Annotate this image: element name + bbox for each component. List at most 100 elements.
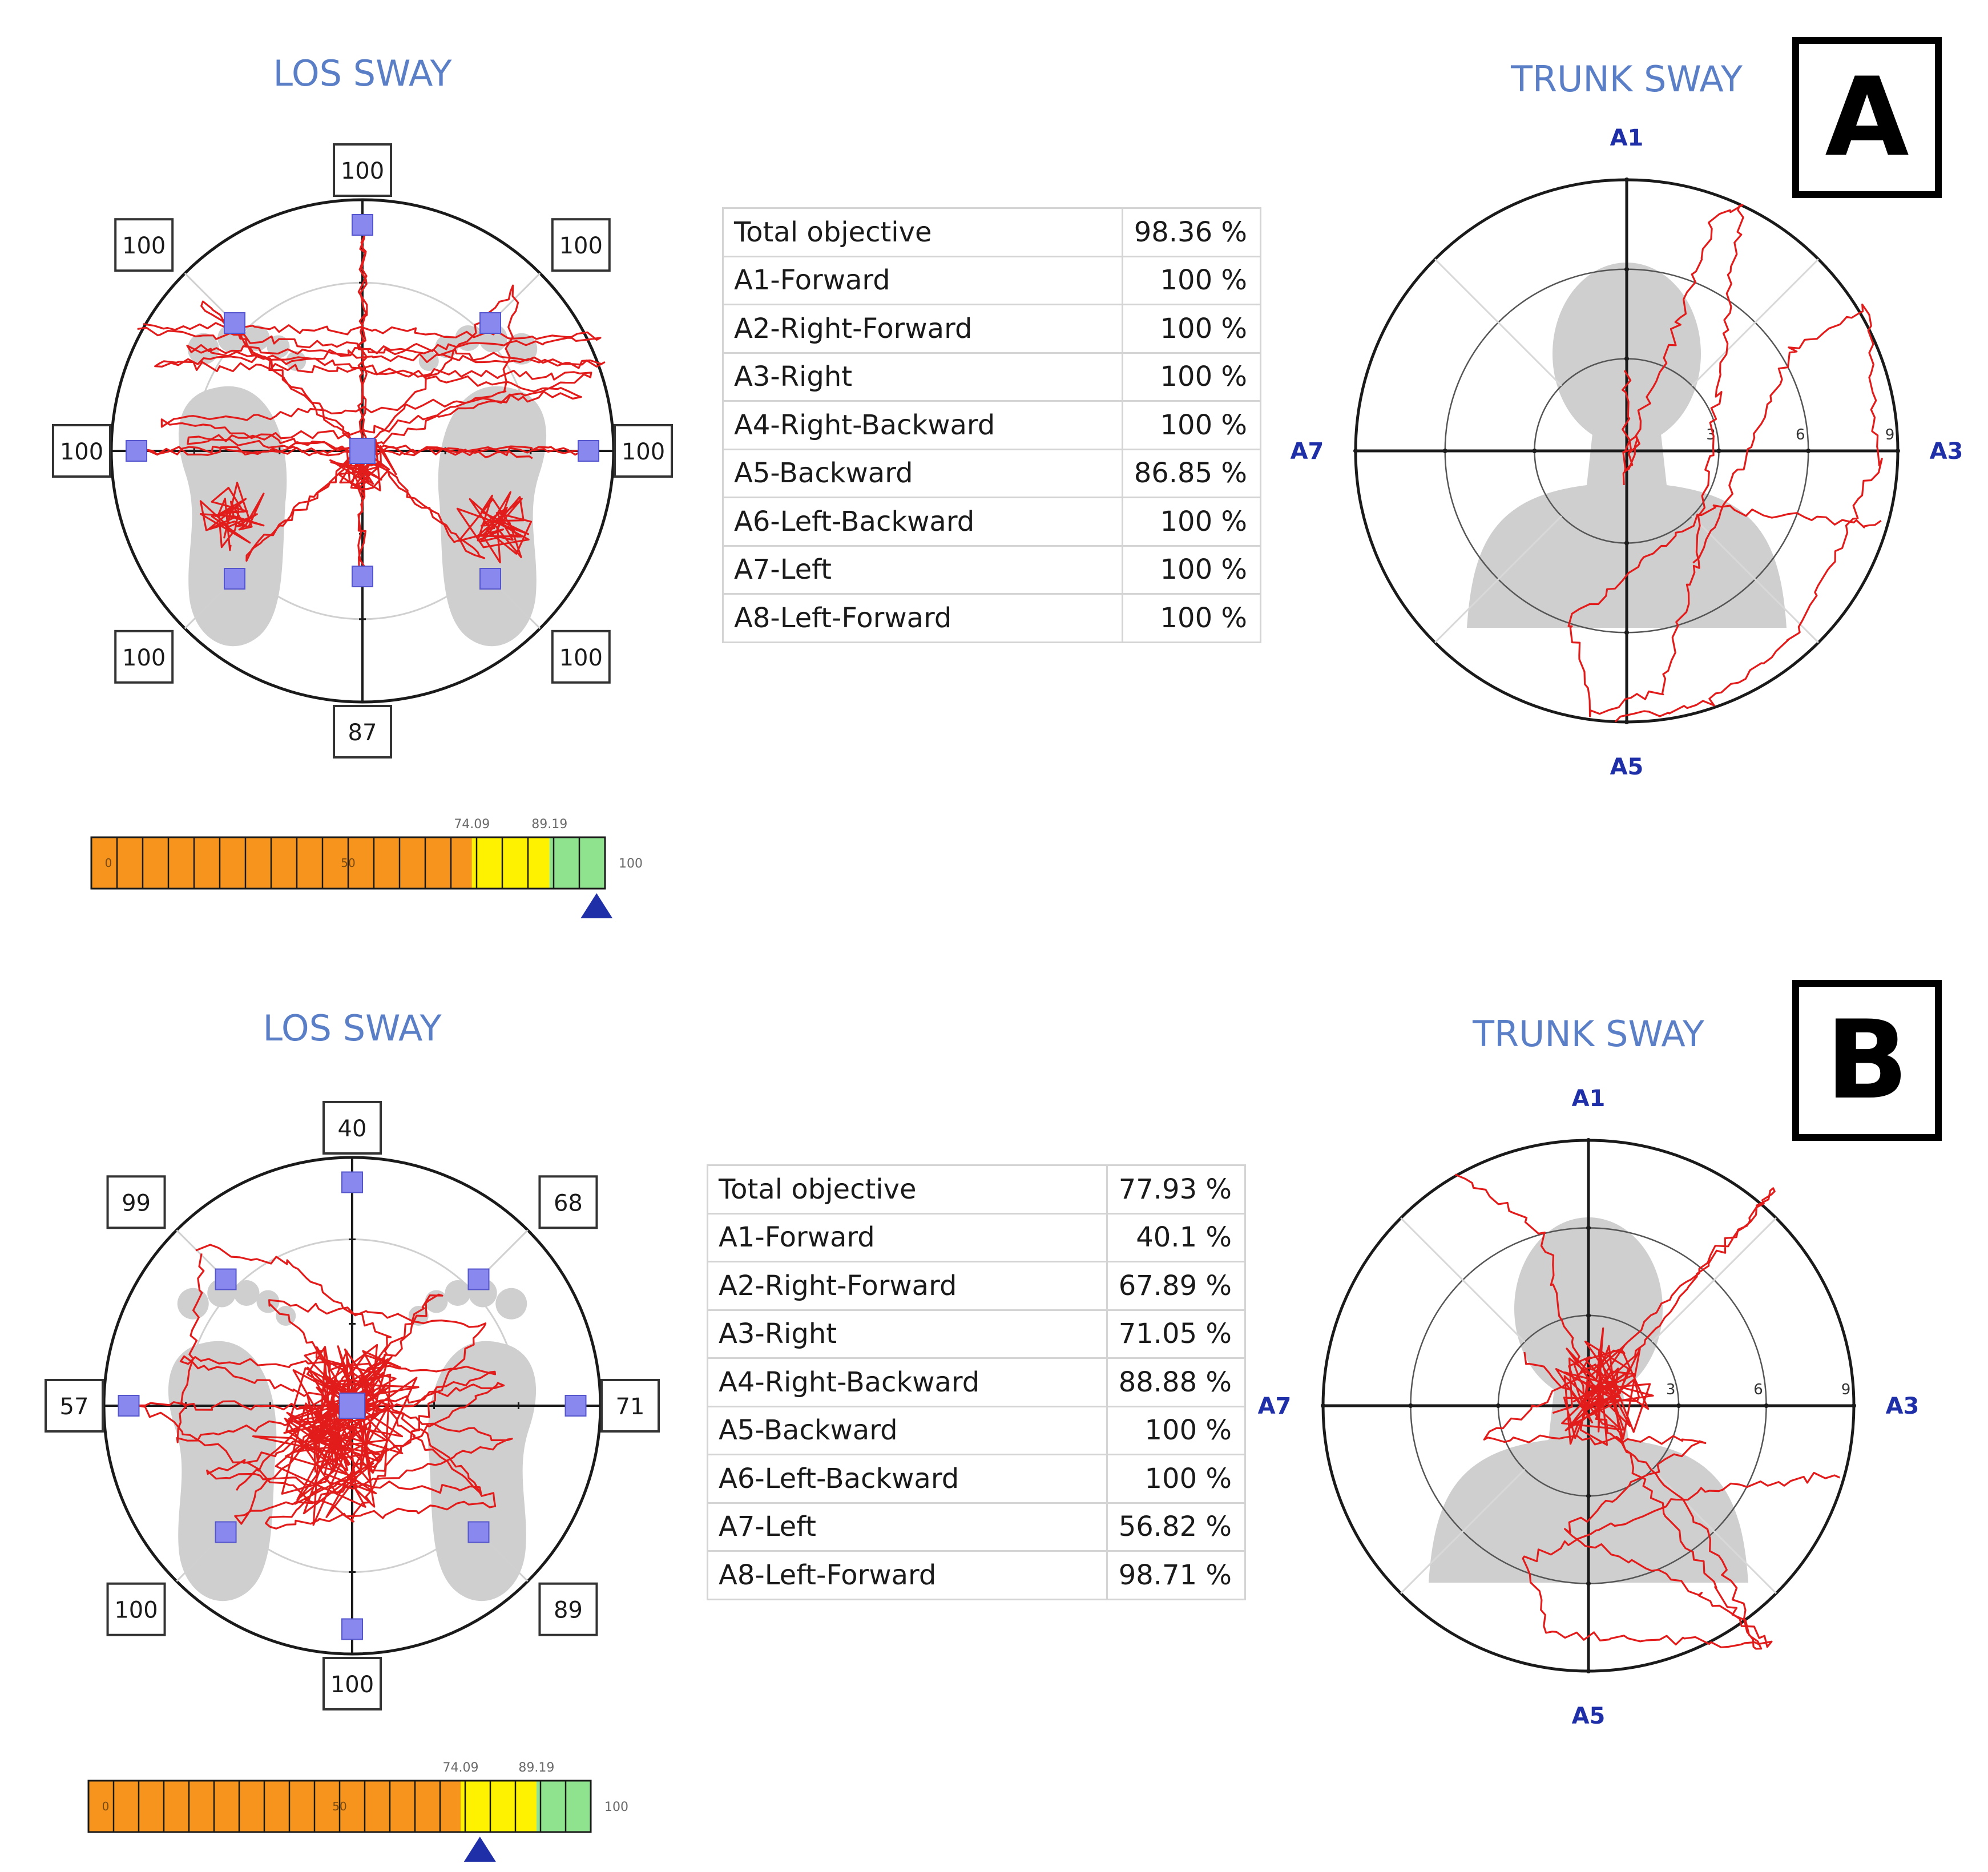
score-value: 98.71 % [1106,1550,1246,1600]
los-target-marker [223,568,245,590]
trunk-tick [1624,356,1629,361]
score-value: 77.93 % [1106,1164,1246,1215]
los-sway-title: LOS SWAY [273,53,452,94]
los-value-text: 100 [60,439,103,465]
los-value-text: 100 [330,1672,374,1698]
score-table-row: A5-Backward 100 % [707,1405,1246,1455]
sway-trace [199,482,265,551]
trunk-diagonal [1400,1468,1526,1594]
scale-threshold-label: 89.19 [518,1761,554,1775]
sway-trace [138,1244,513,1525]
trunk-label-a3: A3 [1930,438,1963,465]
trunk-tick [1442,449,1447,453]
los-value-box-a5: 100 [322,1657,382,1710]
score-table: Total objective 77.93 % A1-Forward 40.1 % A2… [707,1164,1246,1600]
los-target-marker [215,1268,237,1290]
los-sway-title: LOS SWAY [263,1007,442,1049]
sway-trace [176,1253,505,1530]
trunk-tick [1624,540,1629,546]
score-value: 100 % [1122,544,1261,595]
los-value-box-a6: 100 [114,630,174,684]
los-value-box-a6: 100 [106,1582,166,1636]
trunk-label-a1: A1 [1610,125,1644,151]
panel-label-a: A [1792,37,1942,198]
sway-trace [1454,1173,1841,1648]
los-target-marker [126,440,147,462]
los-value-frame [45,1379,104,1433]
score-table-row: A3-Right 100 % [722,352,1261,402]
trunk-label-a5: A5 [1572,1703,1606,1729]
trunk-label-a3: A3 [1886,1393,1920,1419]
los-target-markers [126,214,599,590]
score-value: 100 % [1122,304,1261,354]
los-target-marker [467,1268,490,1290]
trunk-tick [1353,449,1358,453]
los-value-box-a1: 40 [322,1101,382,1155]
score-table-row: A2-Right-Forward 100 % [722,304,1261,354]
los-target-marker [578,440,599,462]
trunk-tick [1852,1403,1856,1408]
los-value-frame [106,1175,166,1229]
score-value: 86.85 % [1122,448,1261,498]
trunk-tick [1586,1225,1591,1230]
score-value: 100 % [1122,352,1261,402]
los-target-marker [352,214,373,236]
los-value-box-a7: 57 [45,1379,104,1433]
los-value-text: 100 [122,645,166,671]
panel-label-b: B [1792,980,1942,1141]
foot-toe [177,1288,209,1320]
los-value-box-a3: 100 [614,424,673,478]
score-value: 67.89 % [1106,1261,1246,1311]
scale-max-label: 100 [604,1800,628,1814]
score-value: 100 % [1122,255,1261,305]
sway-trace [1622,370,1640,485]
sway-trace [1567,204,1882,717]
los-value-text: 99 [122,1190,151,1216]
score-label: A8-Left-Forward [722,593,1123,643]
los-value-text: 100 [559,645,603,671]
trunk-traces [1454,1173,1841,1650]
sway-trace [1523,1351,1763,1650]
score-table-row: A1-Forward 40.1 % [707,1212,1246,1262]
score-value: 100 % [1122,400,1261,450]
trunk-label-a7: A7 [1291,438,1324,465]
los-value-box-a8: 99 [106,1175,166,1229]
foot-toe [233,1280,260,1306]
score-label: A5-Backward [722,448,1123,498]
sway-trace [1614,303,1883,723]
score-label: A1-Forward [722,255,1123,305]
los-value-frame [333,143,392,197]
trunk-tick [1896,449,1900,453]
los-value-frame [538,1175,598,1229]
trunk-diagonal [1691,259,1819,386]
score-value: 100 % [1106,1454,1246,1504]
score-table-row: A6-Left-Backward 100 % [707,1454,1246,1504]
los-value-box-a1: 100 [333,143,392,197]
scale-segment-yellow [460,1781,537,1832]
los-value-frame [322,1101,382,1155]
los-target-marker [479,568,502,590]
los-value-box-a2: 100 [551,218,611,272]
score-value: 100 % [1122,593,1261,643]
scale-threshold-label: 89.19 [531,817,567,832]
los-value-text: 40 [338,1116,367,1142]
trunk-tick [1586,1138,1591,1143]
trunk-tick [1624,720,1629,724]
scale-segment-green [536,1781,591,1832]
trunk-tick [1586,1494,1591,1499]
score-table-row: A8-Left-Forward 98.71 % [707,1550,1246,1600]
trunk-tick [1532,449,1537,453]
trunk-sway-title: TRUNK SWAY [1510,58,1743,100]
trunk-traces [1567,204,1883,723]
foot-toe [187,333,219,365]
los-value-box-a4: 89 [538,1582,598,1636]
trunk-diagonal [1651,1217,1777,1343]
score-table-row: A2-Right-Forward 67.89 % [707,1261,1246,1311]
score-label: A8-Left-Forward [707,1550,1108,1600]
score-value: 56.82 % [1106,1502,1246,1552]
scale-threshold-label: 74.09 [454,817,490,832]
score-table-row: A4-Right-Backward 88.88 % [707,1357,1246,1407]
los-target-marker [118,1395,140,1417]
